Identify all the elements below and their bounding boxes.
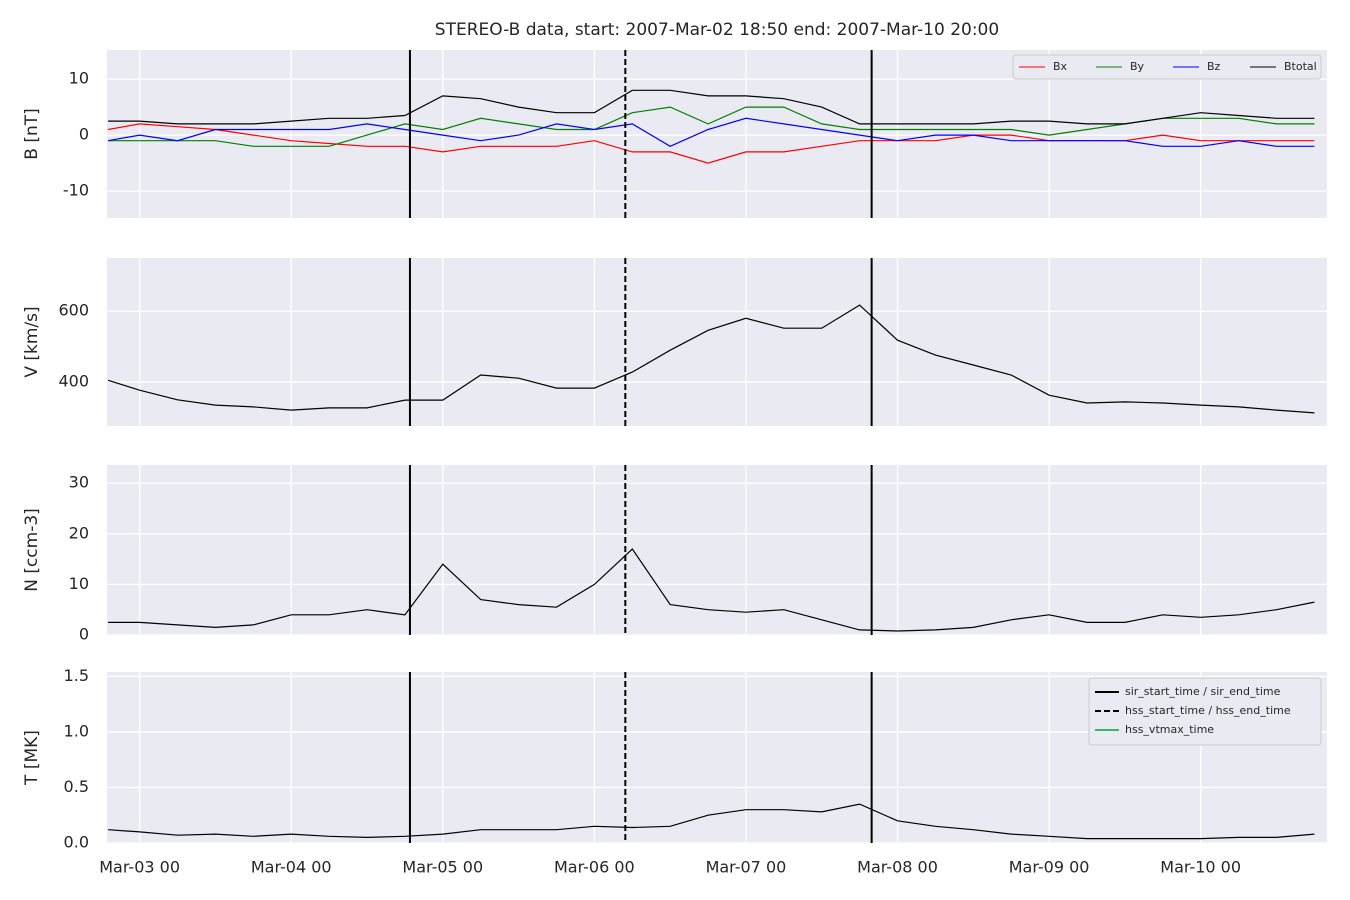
y-tick-label: 0.0 — [64, 833, 89, 852]
y-tick-label: -10 — [63, 181, 89, 200]
x-tick-label: Mar-08 00 — [857, 858, 938, 877]
x-tick-label: Mar-09 00 — [1009, 858, 1090, 877]
panel-background — [107, 258, 1327, 426]
legend-label: hss_start_time / hss_end_time — [1125, 704, 1291, 717]
x-tick-label: Mar-04 00 — [251, 858, 332, 877]
y-axis-label: V [km/s] — [22, 306, 42, 377]
x-tick-label: Mar-07 00 — [706, 858, 787, 877]
y-axis-label: N [ccm-3] — [22, 508, 42, 592]
legend-label: hss_vtmax_time — [1125, 723, 1214, 736]
y-tick-label: 0 — [79, 625, 89, 644]
legend-box — [1088, 677, 1322, 746]
y-tick-label: 400 — [58, 372, 89, 391]
x-tick-label: Mar-03 00 — [99, 858, 180, 877]
legend-label: Bx — [1053, 60, 1068, 73]
legend-label: By — [1130, 60, 1145, 73]
y-tick-label: 0 — [79, 125, 89, 144]
legend-box — [1012, 54, 1322, 80]
y-tick-label: 600 — [58, 301, 89, 320]
y-tick-label: 30 — [69, 473, 89, 492]
panel-background — [107, 465, 1327, 635]
legend-label: Bz — [1207, 60, 1221, 73]
chart-title: STEREO-B data, start: 2007-Mar-02 18:50 … — [435, 20, 999, 40]
data-line — [107, 304, 1315, 414]
y-axis-label: T [MK] — [22, 730, 42, 786]
legend-label: Btotal — [1284, 60, 1317, 73]
data-line — [108, 548, 1315, 632]
y-tick-label: 1.5 — [64, 666, 89, 685]
data-line — [108, 106, 1315, 147]
y-tick-label: 20 — [69, 523, 89, 542]
x-tick-label: Mar-05 00 — [402, 858, 483, 877]
data-line — [108, 803, 1315, 840]
y-tick-label: 0.5 — [64, 777, 89, 796]
y-tick-label: 10 — [69, 69, 89, 88]
data-line — [107, 117, 1315, 147]
y-axis-label: B [nT] — [22, 108, 42, 160]
x-tick-label: Mar-10 00 — [1160, 858, 1241, 877]
legend-label: sir_start_time / sir_end_time — [1125, 685, 1281, 698]
y-tick-label: 1.0 — [64, 721, 89, 740]
data-line — [108, 89, 1315, 125]
x-tick-label: Mar-06 00 — [554, 858, 635, 877]
y-tick-label: 10 — [69, 574, 89, 593]
